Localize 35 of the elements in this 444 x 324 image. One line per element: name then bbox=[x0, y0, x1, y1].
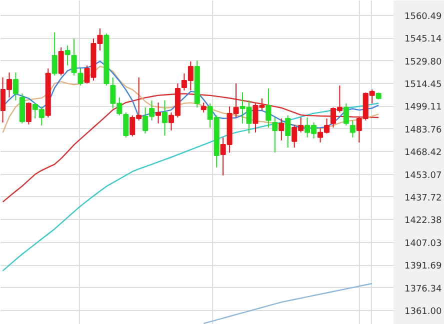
candlestick bbox=[285, 114, 291, 148]
line-series bbox=[203, 282, 373, 324]
candlestick bbox=[272, 116, 278, 154]
y-tick-label: 1407.03 bbox=[404, 238, 442, 249]
candlestick bbox=[58, 46, 64, 76]
candlestick bbox=[266, 88, 272, 128]
candlestick bbox=[123, 112, 129, 138]
y-tick-label: 1361.00 bbox=[404, 306, 442, 317]
y-tick-label: 1437.72 bbox=[404, 194, 442, 204]
candlestick bbox=[343, 102, 349, 126]
candlestick bbox=[26, 102, 32, 125]
y-tick-label: 1499.11 bbox=[404, 102, 442, 113]
line-series bbox=[2, 102, 380, 272]
candlestick bbox=[19, 93, 25, 124]
candlestick bbox=[12, 72, 18, 101]
y-tick-label: 1422.38 bbox=[404, 216, 442, 226]
candlestick bbox=[200, 102, 206, 113]
y-tick-label: 1514.45 bbox=[404, 80, 442, 90]
line-series bbox=[2, 93, 380, 203]
candlestick bbox=[71, 38, 77, 76]
candlestick bbox=[156, 102, 162, 124]
y-tick-label: 1529.80 bbox=[404, 57, 442, 68]
y-tick-label: 1391.69 bbox=[404, 262, 442, 272]
y-tick-label: 1453.07 bbox=[404, 170, 442, 181]
y-tick-label: 1376.34 bbox=[404, 284, 442, 294]
candlestick bbox=[78, 68, 84, 86]
candlestick bbox=[64, 44, 70, 66]
candlestick bbox=[278, 118, 284, 141]
y-tick-label: 1560.49 bbox=[404, 12, 442, 22]
candlestick bbox=[162, 100, 168, 136]
candlestick bbox=[52, 32, 58, 76]
candlestick bbox=[350, 120, 356, 138]
y-tick-label: 1483.76 bbox=[404, 125, 442, 136]
y-tick-label: 1545.14 bbox=[404, 34, 442, 45]
y-tick-label: 1468.42 bbox=[404, 148, 442, 158]
